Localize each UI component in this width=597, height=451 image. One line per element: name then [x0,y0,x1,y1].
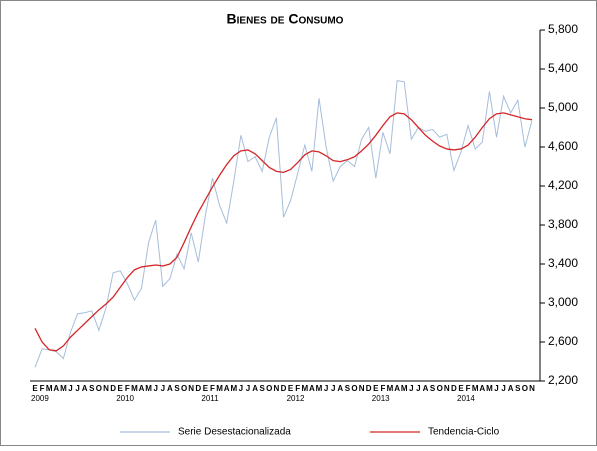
x-tick-label: E [288,384,294,393]
x-tick-label: A [337,384,343,393]
x-tick-label: J [501,384,505,393]
x-tick-label: S [515,384,521,393]
x-tick-label: N [444,384,450,393]
x-tick-label: A [508,384,514,393]
series-line [34,80,533,368]
x-tick-label: O [437,384,443,393]
x-tick-label: A [423,384,429,393]
x-tick-label: A [224,384,230,393]
year-label: 2010 [116,394,134,403]
x-tick-label: O [96,384,102,393]
x-tick-label: O [351,384,357,393]
x-tick-label: E [373,384,379,393]
x-tick-label: M [472,384,479,393]
x-tick-label: O [266,384,272,393]
x-tick-label: J [239,384,243,393]
x-tick-label: S [174,384,180,393]
x-tick-label: M [216,384,223,393]
x-tick-label: E [118,384,124,393]
legend-label: Tendencia-Ciclo [428,427,500,438]
y-tick-label: 4,200 [548,178,578,192]
year-label: 2011 [201,394,219,403]
x-tick-label: D [281,384,287,393]
year-label: 2009 [31,394,49,403]
x-tick-label: O [522,384,528,393]
x-tick-label: J [246,384,250,393]
x-tick-label: A [479,384,485,393]
y-tick-label: 4,600 [548,139,578,153]
x-tick-label: M [145,384,152,393]
x-tick-label: E [458,384,464,393]
x-tick-label: F [295,384,300,393]
x-tick-label: A [394,384,400,393]
x-tick-label: D [451,384,457,393]
x-tick-label: M [486,384,493,393]
x-tick-label: N [103,384,109,393]
x-tick-label: N [529,384,535,393]
x-tick-label: A [53,384,59,393]
x-tick-label: S [260,384,266,393]
x-tick-label: N [359,384,365,393]
x-tick-label: A [167,384,173,393]
x-tick-label: N [188,384,194,393]
x-tick-label: M [131,384,138,393]
x-tick-label: F [380,384,385,393]
x-tick-label: O [181,384,187,393]
x-tick-label: J [494,384,498,393]
y-tick-label: 5,400 [548,61,578,75]
y-tick-label: 5,800 [548,22,578,36]
chart-title: Bienes de Consumo [227,11,344,27]
x-tick-label: J [324,384,328,393]
x-tick-label: F [125,384,130,393]
y-tick-label: 2,600 [548,334,578,348]
x-tick-label: M [387,384,394,393]
x-tick-label: A [139,384,145,393]
x-tick-label: J [68,384,72,393]
x-tick-label: E [203,384,209,393]
series-line [34,112,533,352]
x-tick-label: J [161,384,165,393]
year-label: 2014 [457,394,475,403]
x-tick-label: N [274,384,280,393]
x-tick-label: A [309,384,315,393]
y-tick-label: 2,200 [548,373,578,387]
x-tick-label: S [430,384,436,393]
x-tick-label: M [46,384,53,393]
x-tick-label: J [153,384,157,393]
y-tick-label: 3,800 [548,217,578,231]
x-tick-label: J [331,384,335,393]
x-tick-label: J [416,384,420,393]
x-tick-label: M [401,384,408,393]
x-tick-label: J [409,384,413,393]
x-tick-label: F [40,384,45,393]
x-tick-label: S [345,384,351,393]
x-tick-label: J [75,384,79,393]
x-tick-label: D [366,384,372,393]
x-tick-label: D [110,384,116,393]
legend-label: Serie Desestacionalizada [178,427,291,438]
x-tick-label: F [466,384,471,393]
x-tick-label: F [210,384,215,393]
x-tick-label: M [301,384,308,393]
year-label: 2013 [372,394,390,403]
x-tick-label: A [252,384,258,393]
x-tick-label: E [32,384,38,393]
y-tick-label: 3,400 [548,256,578,270]
year-label: 2012 [287,394,305,403]
x-tick-label: A [82,384,88,393]
x-tick-label: M [60,384,67,393]
y-tick-label: 5,000 [548,100,578,114]
y-tick-label: 3,000 [548,295,578,309]
x-tick-label: M [230,384,237,393]
x-tick-label: M [316,384,323,393]
x-tick-label: S [89,384,95,393]
x-tick-label: D [195,384,201,393]
